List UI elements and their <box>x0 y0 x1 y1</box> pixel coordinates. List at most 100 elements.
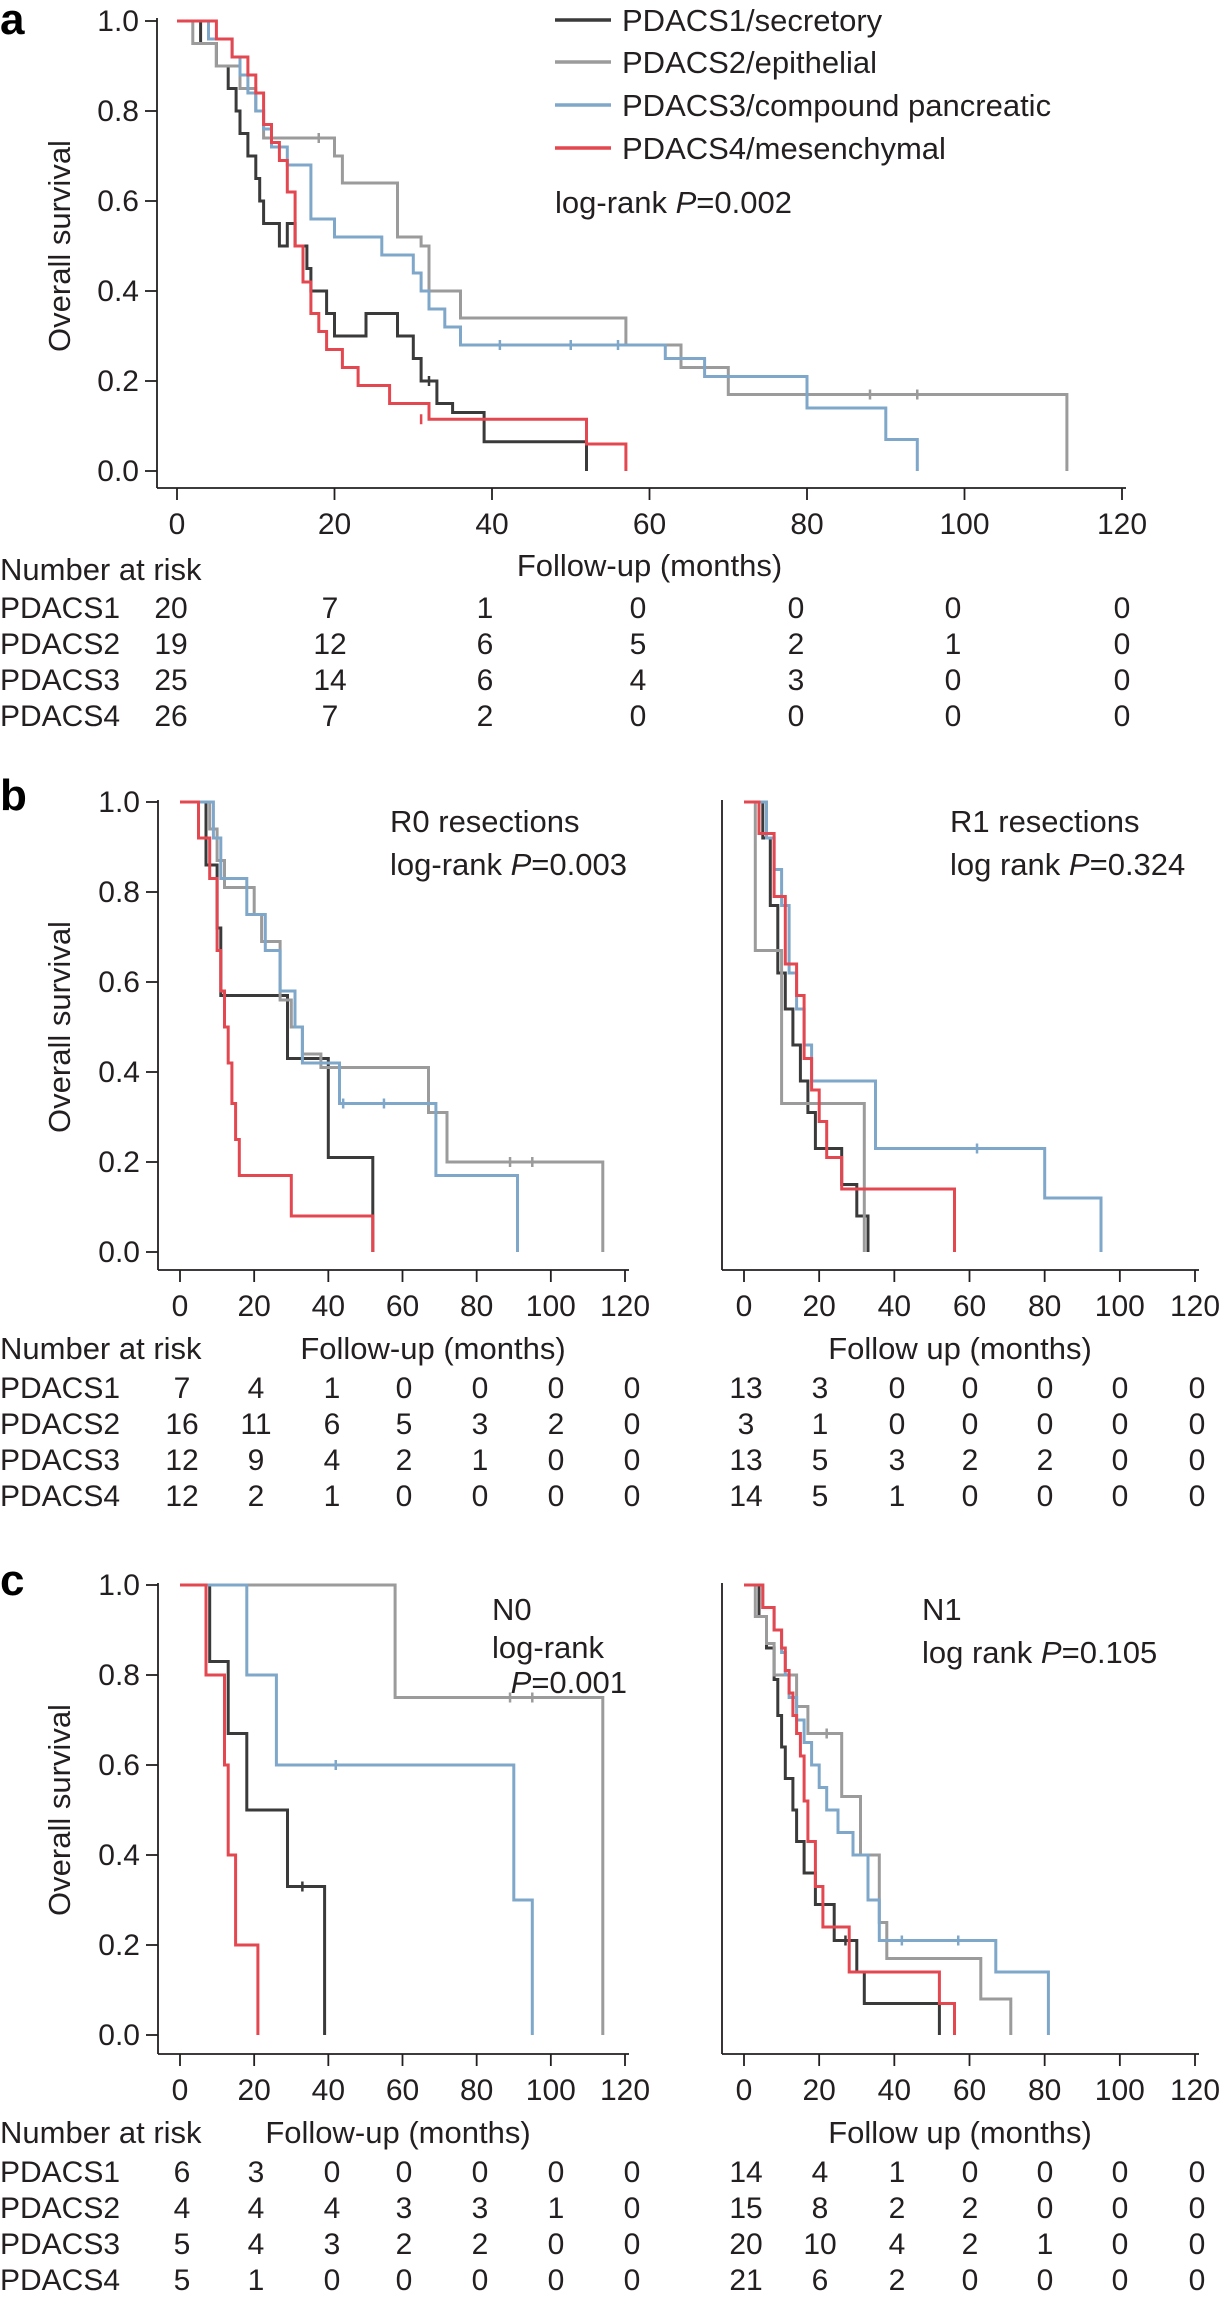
risk-count: 1 <box>812 1408 829 1441</box>
risk-count: 0 <box>1114 664 1131 697</box>
panel-b_left: b0 20 40 60 80 100 1200.00.20.40.60.81.0Overal… <box>0 771 650 1513</box>
risk-count: 0 <box>624 1480 641 1513</box>
risk-count: 4 <box>630 664 647 697</box>
log-rank-annotation: log-rank P=0.002 <box>555 185 792 220</box>
risk-count: 13 <box>729 1372 762 1405</box>
risk-count: 0 <box>1189 1444 1206 1477</box>
risk-count: 1 <box>1037 2228 1054 2261</box>
risk-count: 0 <box>1189 1372 1206 1405</box>
x-tick-label: 80 <box>460 2074 493 2107</box>
panel-title: N1 <box>922 1592 962 1627</box>
risk-count: 1 <box>889 1480 906 1513</box>
risk-count: 11 <box>240 1408 271 1441</box>
risk-count: 0 <box>548 1444 565 1477</box>
risk-count: 3 <box>812 1372 829 1405</box>
risk-count: 0 <box>396 2264 413 2297</box>
risk-count: 0 <box>548 2156 565 2189</box>
x-tick-label: 20 <box>802 2074 835 2107</box>
risk-row-label: PDACS3 <box>0 1444 120 1477</box>
risk-count: 7 <box>174 1372 191 1405</box>
risk-count: 2 <box>248 1480 265 1513</box>
x-tick-label: 80 <box>1028 1290 1061 1323</box>
risk-count: 0 <box>945 664 962 697</box>
risk-count: 0 <box>1112 2264 1129 2297</box>
x-tick-label: 0 <box>172 1290 189 1323</box>
panel-c_left: c0 20 40 60 80 100 1200.00.20.40.60.81.0Overal… <box>0 1556 650 2297</box>
risk-count: 3 <box>889 1444 906 1477</box>
legend-label: PDACS4/mesenchymal <box>622 131 946 166</box>
survival-curve-pdacs2 <box>744 1583 1013 2035</box>
risk-count: 8 <box>812 2192 829 2225</box>
x-tick-label: 20 <box>237 2074 270 2107</box>
risk-count: 0 <box>324 2156 341 2189</box>
risk-count: 5 <box>630 628 647 661</box>
x-tick-label: 60 <box>386 1290 419 1323</box>
risk-table-header: Number at risk <box>0 2115 202 2150</box>
risk-count: 0 <box>962 1480 979 1513</box>
risk-count: 15 <box>729 2192 762 2225</box>
risk-count: 0 <box>1189 2192 1206 2225</box>
risk-count: 0 <box>324 2264 341 2297</box>
y-tick-label: 0.4 <box>98 1839 140 1872</box>
risk-count: 2 <box>788 628 805 661</box>
x-tick-label: 100 <box>526 1290 576 1323</box>
risk-count: 2 <box>889 2264 906 2297</box>
panel-letter: a <box>0 0 25 44</box>
risk-row-label: PDACS1 <box>0 592 120 625</box>
risk-count: 2 <box>396 2228 413 2261</box>
y-tick-label: 0.6 <box>98 966 140 999</box>
risk-count: 5 <box>812 1480 829 1513</box>
y-tick-label: 1.0 <box>98 786 140 819</box>
risk-count: 4 <box>812 2156 829 2189</box>
x-tick-label: 80 <box>790 508 823 541</box>
risk-count: 3 <box>324 2228 341 2261</box>
y-tick-label: 1.0 <box>97 5 139 38</box>
log-rank-annotation: log-rank <box>492 1630 604 1665</box>
y-axis-label: Overall survival <box>42 140 77 352</box>
risk-count: 3 <box>472 2192 489 2225</box>
risk-row-label: PDACS2 <box>0 2192 120 2225</box>
risk-count: 1 <box>548 2192 565 2225</box>
risk-count: 2 <box>889 2192 906 2225</box>
x-tick-label: 20 <box>237 1290 270 1323</box>
risk-count: 2 <box>1037 1444 1054 1477</box>
x-tick-label: 20 <box>318 508 351 541</box>
x-axis-label: Follow up (months) <box>828 2115 1092 2150</box>
risk-count: 7 <box>322 592 339 625</box>
y-tick-label: 0.2 <box>98 1146 140 1179</box>
survival-curve-pdacs1 <box>744 1583 941 2035</box>
risk-count: 0 <box>624 2228 641 2261</box>
risk-count: 6 <box>477 628 494 661</box>
risk-count: 3 <box>472 1408 489 1441</box>
risk-count: 3 <box>248 2156 265 2189</box>
x-tick-label: 0 <box>172 2074 189 2107</box>
risk-count: 0 <box>396 2156 413 2189</box>
y-tick-label: 0.0 <box>97 455 139 488</box>
risk-count: 0 <box>548 1372 565 1405</box>
y-tick-label: 0.6 <box>97 185 139 218</box>
survival-curve-pdacs1 <box>744 800 870 1252</box>
x-tick-label: 120 <box>600 2074 650 2107</box>
risk-count: 0 <box>1114 628 1131 661</box>
panel-letter: b <box>0 771 27 820</box>
y-tick-label: 0.8 <box>98 876 140 909</box>
risk-count: 9 <box>248 1444 265 1477</box>
risk-count: 4 <box>248 2228 265 2261</box>
y-tick-label: 0.0 <box>98 1236 140 1269</box>
risk-count: 0 <box>624 2264 641 2297</box>
risk-count: 0 <box>788 700 805 733</box>
risk-count: 0 <box>1037 1408 1054 1441</box>
risk-count: 1 <box>248 2264 265 2297</box>
legend-label: PDACS3/compound pancreatic <box>622 88 1051 123</box>
risk-count: 0 <box>396 1480 413 1513</box>
x-tick-label: 40 <box>312 1290 345 1323</box>
risk-count: 14 <box>313 664 346 697</box>
panel-a: a0 20 40 60 80 100 1200.00.20.40.60.81.0Overal… <box>0 0 1147 733</box>
survival-curve-pdacs4 <box>180 1583 260 2035</box>
risk-count: 0 <box>1189 2228 1206 2261</box>
log-rank-annotation: log rank P=0.324 <box>950 847 1185 882</box>
risk-count: 0 <box>548 1480 565 1513</box>
x-tick-label: 100 <box>1095 2074 1145 2107</box>
risk-count: 0 <box>472 2264 489 2297</box>
panel-letter: c <box>0 1556 24 1605</box>
